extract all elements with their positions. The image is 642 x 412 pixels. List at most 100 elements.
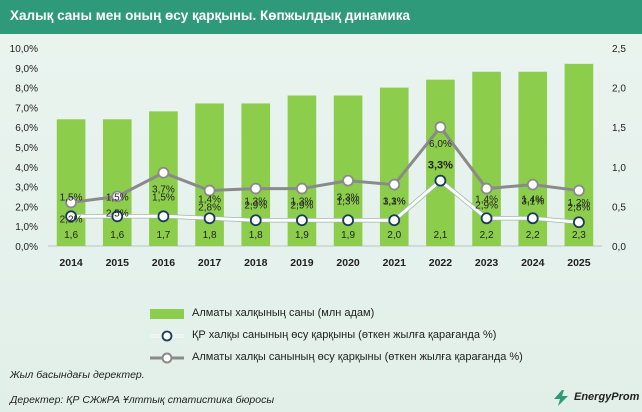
legend-line-kz-swatch	[150, 330, 184, 342]
bar-value-label: 1,6	[110, 230, 124, 241]
almaty-growth-point	[111, 190, 124, 203]
y-right-tick-label: 1,0	[612, 163, 626, 174]
brand-name: EnergyProm	[574, 391, 640, 403]
y-left-tick-label: 1,0%	[15, 222, 38, 233]
bar-value-label: 2,0	[387, 230, 401, 241]
kz-growth-value-label: 1,4%	[521, 194, 544, 205]
bar	[195, 103, 224, 246]
y-left-tick-label: 4,0%	[15, 163, 38, 174]
almaty-growth-value-label: 2,9%	[291, 201, 314, 212]
x-tick-label: 2025	[567, 257, 591, 269]
almaty-growth-point	[480, 182, 493, 195]
legend-bar-swatch	[150, 309, 184, 319]
x-tick-label: 2023	[475, 257, 499, 269]
kz-growth-value-label: 1,4%	[475, 194, 498, 205]
x-tick-label: 2024	[521, 257, 545, 269]
kz-growth-line	[71, 179, 580, 224]
legend-label-population: Алматы халқының саны (млн адам)	[192, 307, 375, 319]
y-right-tick-label: 0,5	[612, 202, 626, 213]
kz-growth-point	[157, 210, 170, 223]
x-tick-label: 2020	[336, 257, 360, 269]
almaty-growth-point	[296, 182, 308, 195]
combo-chart: 0,0% 1,0% 2,0% 3,0% 4,0% 5,0% 6,0% 7,0% 8,0% 9,0%…	[10, 44, 627, 269]
y-left-tick-label: 8,0%	[15, 84, 38, 95]
lightning-icon	[554, 390, 568, 406]
almaty-growth-point	[157, 166, 170, 179]
footnote: Жыл басындағы деректер.	[10, 369, 145, 381]
y-left-tick-label: 7,0%	[15, 103, 38, 114]
kz-growth-value-label: 1,5%	[152, 192, 175, 203]
x-tick-label: 2015	[106, 257, 130, 269]
legend-item-kz-growth: ҚР халқы санының өсу қарқыны (өткен жылғ…	[150, 327, 570, 349]
bar-value-label: 1,9	[341, 230, 355, 241]
chart-legend: Алматы халқының саны (млн адам) ҚР халқы…	[150, 305, 570, 371]
almaty-growth-value-label: 3,7%	[152, 185, 175, 196]
kz-growth-value-label: 1,3%	[244, 196, 267, 207]
source-note: Деректер: ҚР СЖжРА Ұлттық статистика бюр…	[10, 394, 275, 406]
almaty-growth-value-label: 3,3%	[337, 193, 360, 204]
legend-item-almaty-growth: Алматы халқы санының өсу қарқыны (өткен …	[150, 349, 570, 371]
bar-value-label: 1,8	[249, 230, 263, 241]
x-tick-label: 2014	[59, 257, 83, 269]
bar-value-label: 1,8	[203, 230, 217, 241]
almaty-growth-value-label: 2,9%	[475, 201, 498, 212]
kz-growth-point	[65, 210, 77, 223]
x-tick-label: 2018	[244, 257, 268, 269]
x-tick-label: 2017	[198, 257, 222, 269]
almaty-growth-point	[526, 178, 539, 191]
y-right-tick-label: 1,5	[612, 123, 626, 134]
bar-value-label: 2,2	[526, 230, 540, 241]
x-tick-label: 2022	[429, 257, 453, 269]
kz-growth-point	[573, 216, 585, 229]
bar	[56, 119, 86, 246]
almaty-growth-point	[388, 178, 401, 191]
bar-value-label: 2,1	[433, 230, 447, 241]
kz-growth-value-label: 1,5%	[106, 192, 129, 203]
y-left-tick-label: 9,0%	[15, 64, 38, 75]
y-left-tick-label: 5,0%	[15, 143, 38, 154]
legend-label-kz-growth: ҚР халқы санының өсу қарқыны (өткен жылғ…	[192, 329, 497, 341]
bar-value-label: 1,9	[295, 230, 309, 241]
x-tick-label: 2019	[290, 257, 314, 269]
kz-growth-value-label: 1,2%	[568, 198, 591, 209]
kz-growth-point	[388, 214, 401, 227]
bar-value-label: 2,2	[480, 230, 494, 241]
kz-growth-point	[111, 210, 124, 223]
kz-growth-point	[249, 214, 262, 227]
bar	[564, 63, 594, 247]
almaty-growth-value-label: 2,9%	[244, 201, 267, 212]
bar	[102, 119, 132, 246]
kz-growth-point	[203, 212, 216, 225]
almaty-growth-value-label: 2,2%	[60, 214, 83, 225]
kz-growth-value-label: 3,3%	[428, 160, 453, 172]
almaty-growth-point	[65, 196, 77, 209]
kz-growth-value-label: 1,4%	[198, 194, 221, 205]
kz-growth-value-label: 1,3%	[383, 196, 406, 207]
y-left-tick-label: 10,0%	[10, 44, 38, 55]
y-right-tick-label: 2,5	[612, 44, 626, 55]
almaty-growth-value-label: 2,8%	[198, 203, 221, 214]
almaty-growth-value-label: 3,1%	[383, 197, 406, 208]
kz-growth-point	[526, 212, 539, 225]
bar-value-label: 1,7	[156, 230, 170, 241]
almaty-growth-value-label: 2,5%	[106, 209, 129, 220]
almaty-growth-line	[70, 125, 580, 204]
almaty-growth-point	[203, 184, 216, 197]
y-left-tick-label: 3,0%	[15, 183, 38, 194]
bar-value-label: 1,6	[64, 230, 78, 241]
kz-growth-point	[434, 174, 447, 187]
chart-title: Халық саны мен оның өсу қарқыны. Көпжылд…	[10, 8, 410, 23]
kz-growth-point	[296, 214, 308, 227]
almaty-growth-value-label: 3,1%	[521, 197, 544, 208]
kz-growth-value-label: 1,5%	[60, 192, 83, 203]
x-tick-label: 2016	[152, 257, 176, 269]
x-tick-label: 2021	[383, 257, 407, 269]
almaty-growth-point	[342, 174, 354, 187]
almaty-growth-point	[573, 184, 585, 197]
almaty-growth-value-label: 2,8%	[568, 203, 591, 214]
almaty-growth-point	[249, 182, 262, 195]
y-left-tick-label: 0,0%	[15, 242, 38, 253]
kz-growth-point	[480, 212, 493, 225]
y-right-tick-label: 0,0	[612, 242, 626, 253]
